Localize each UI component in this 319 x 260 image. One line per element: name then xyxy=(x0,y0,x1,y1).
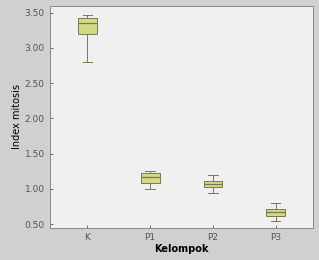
PathPatch shape xyxy=(78,18,97,34)
Y-axis label: Index mitosis: Index mitosis xyxy=(12,84,22,149)
X-axis label: Kelompok: Kelompok xyxy=(154,244,209,255)
PathPatch shape xyxy=(141,173,160,183)
PathPatch shape xyxy=(266,209,285,216)
PathPatch shape xyxy=(204,181,222,187)
